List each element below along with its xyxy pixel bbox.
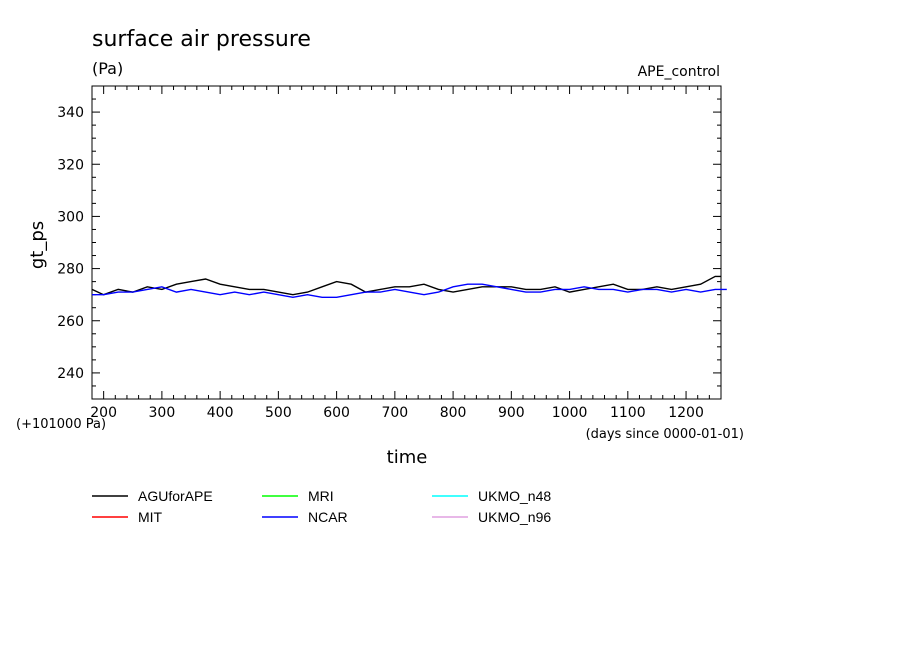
x-tick-label: 200 — [90, 405, 117, 421]
y-tick-label: 320 — [57, 157, 84, 173]
y-tick-label: 240 — [57, 366, 84, 382]
y-tick-label: 300 — [57, 209, 84, 225]
x-tick-label: 800 — [440, 405, 467, 421]
experiment-label: APE_control — [638, 64, 720, 80]
series-line-ncar — [92, 283, 727, 299]
x-tick-label: 300 — [149, 405, 176, 421]
series-line-aguforape — [91, 275, 721, 296]
x-tick-label: 1000 — [552, 405, 588, 421]
x-tick-label: 900 — [498, 405, 525, 421]
y-tick-label: 340 — [57, 105, 84, 121]
units-label: (Pa) — [92, 59, 123, 78]
y-tick-label: 280 — [57, 262, 84, 278]
chart-title: surface air pressure — [92, 27, 311, 52]
series-lines — [91, 275, 727, 299]
legend-label: UKMO_n48 — [478, 488, 551, 504]
legend-label: AGUforAPE — [138, 488, 213, 504]
x-tick-label: 400 — [207, 405, 234, 421]
legend-label: MIT — [138, 509, 163, 525]
x-tick-label: 700 — [381, 405, 408, 421]
x-axis-label: time — [387, 447, 428, 468]
y-tick-label: 260 — [57, 314, 84, 330]
axis-ticks: 240 260 280 300 320 340 200 300 400 500 600 700 800 9… — [57, 85, 722, 421]
y-axis-label: gt_ps — [27, 221, 48, 269]
legend-label: NCAR — [308, 509, 348, 525]
x-tick-label: 500 — [265, 405, 292, 421]
x-tick-label: 600 — [323, 405, 350, 421]
plot-frame — [91, 85, 722, 400]
x-tick-label: 1200 — [668, 405, 704, 421]
legend-label: UKMO_n96 — [478, 509, 551, 525]
legend-label: MRI — [308, 488, 334, 504]
x-units-label: (days since 0000-01-01) — [586, 427, 744, 442]
legend: AGUforAPE MIT MRI NCAR UKMO_n48 UKMO_n96 — [92, 488, 551, 525]
x-tick-label: 1100 — [610, 405, 646, 421]
y-offset-label: (+101000 Pa) — [16, 417, 106, 432]
